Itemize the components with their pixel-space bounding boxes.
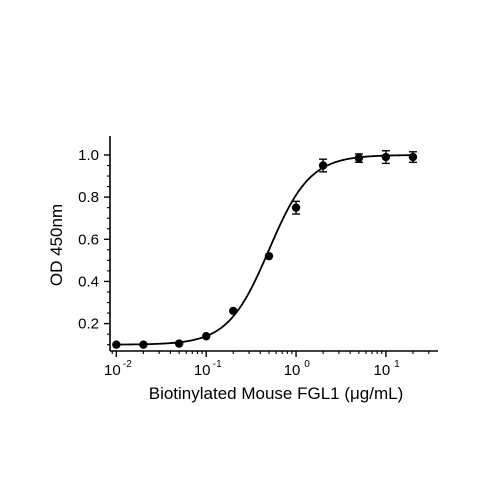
data-point bbox=[291, 203, 301, 212]
y-tick-label: 0.6 bbox=[78, 231, 99, 248]
axes bbox=[109, 136, 438, 352]
data-point bbox=[318, 161, 328, 170]
data-point bbox=[408, 152, 418, 162]
y-tick-label: 0.2 bbox=[78, 316, 99, 333]
data-point bbox=[381, 152, 391, 162]
x-tick-label: 10 bbox=[194, 362, 211, 379]
data-point bbox=[201, 332, 211, 341]
data-point bbox=[139, 340, 148, 349]
x-tick-label: 10 bbox=[104, 362, 121, 379]
x-tick-exponent: 1 bbox=[394, 359, 400, 370]
y-tick-label: 0.8 bbox=[78, 189, 99, 206]
x-tick-label: 10 bbox=[374, 362, 391, 379]
data-marks bbox=[112, 150, 418, 349]
x-tick-exponent: -1 bbox=[213, 359, 222, 370]
y-axis-title: OD 450nm bbox=[47, 204, 66, 286]
data-point bbox=[354, 153, 364, 163]
y-tick-label: 1.0 bbox=[78, 147, 99, 164]
x-axis-title: Biotinylated Mouse FGL1 (μg/mL) bbox=[149, 384, 404, 403]
ticks: 0.20.40.60.81.010 -2 10 -1 10 0 10 1 bbox=[78, 147, 430, 379]
y-tick-label: 0.4 bbox=[78, 273, 99, 290]
x-tick-exponent: 0 bbox=[304, 359, 310, 370]
data-point bbox=[112, 340, 121, 349]
x-tick-label: 10 bbox=[284, 362, 301, 379]
x-tick-exponent: -2 bbox=[123, 359, 132, 370]
fit-layer bbox=[116, 154, 413, 346]
fit-curve bbox=[116, 154, 413, 346]
data-point bbox=[264, 251, 274, 261]
data-point bbox=[229, 306, 238, 316]
data-point bbox=[174, 339, 184, 348]
